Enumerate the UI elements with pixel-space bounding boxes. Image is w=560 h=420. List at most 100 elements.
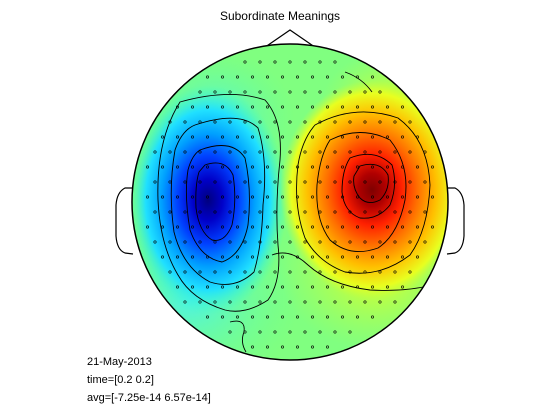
- electrode-marker: [348, 300, 352, 304]
- electrode-marker: [333, 180, 337, 184]
- electrode-marker: [228, 150, 232, 154]
- electrode-marker: [191, 285, 195, 289]
- electrode-marker: [355, 75, 359, 79]
- electrode-marker: [370, 285, 374, 289]
- electrode-marker: [430, 165, 434, 169]
- electrode-marker: [415, 165, 419, 169]
- electrode-marker: [408, 180, 412, 184]
- electrode-marker: [303, 330, 307, 334]
- electrode-marker: [385, 285, 389, 289]
- electrode-marker: [265, 225, 269, 229]
- electrode-marker: [325, 345, 329, 349]
- electrode-marker: [423, 210, 427, 214]
- electrode-marker: [280, 255, 284, 259]
- electrode-marker: [288, 300, 292, 304]
- electrode-marker: [206, 75, 210, 79]
- electrode-marker: [273, 150, 277, 154]
- electrode-marker: [280, 195, 284, 199]
- electrode-marker: [146, 225, 150, 229]
- electrode-marker: [221, 165, 225, 169]
- electrode-marker: [288, 270, 292, 274]
- electrode-marker: [251, 75, 255, 79]
- electrode-marker: [206, 315, 210, 319]
- electrode-marker: [348, 180, 352, 184]
- electrode-marker: [273, 270, 277, 274]
- electrode-marker: [258, 90, 262, 94]
- electrode-marker: [251, 135, 255, 139]
- electrode-marker: [310, 315, 314, 319]
- electrode-marker: [191, 255, 195, 259]
- electrode-marker: [265, 285, 269, 289]
- electrode-marker: [325, 105, 329, 109]
- electrode-marker: [400, 105, 404, 109]
- electrode-marker: [228, 300, 232, 304]
- electrode-marker: [333, 150, 337, 154]
- electrode-marker: [400, 135, 404, 139]
- electrode-marker: [303, 180, 307, 184]
- electrode-marker: [153, 180, 157, 184]
- electrode-marker: [325, 75, 329, 79]
- electrode-marker: [295, 315, 299, 319]
- electrode-marker: [303, 150, 307, 154]
- nose-outline: [257, 29, 323, 53]
- electrode-marker: [243, 90, 247, 94]
- electrode-marker: [161, 195, 165, 199]
- electrode-marker: [355, 225, 359, 229]
- electrode-marker: [206, 135, 210, 139]
- electrode-marker: [378, 90, 382, 94]
- electrode-marker: [318, 60, 322, 64]
- electrode-marker: [168, 180, 172, 184]
- electrode-marker: [183, 270, 187, 274]
- electrode-marker: [273, 90, 277, 94]
- electrode-marker: [198, 120, 202, 124]
- electrode-marker: [340, 225, 344, 229]
- electrode-marker: [198, 270, 202, 274]
- electrode-marker: [295, 255, 299, 259]
- electrode-marker: [370, 255, 374, 259]
- electrode-marker: [273, 210, 277, 214]
- electrode-marker: [310, 225, 314, 229]
- electrode-marker: [265, 345, 269, 349]
- electrode-marker: [370, 195, 374, 199]
- electrode-marker: [310, 135, 314, 139]
- electrode-marker: [221, 285, 225, 289]
- electrode-marker: [333, 300, 337, 304]
- electrode-marker: [340, 285, 344, 289]
- electrode-marker: [303, 60, 307, 64]
- electrode-marker: [206, 285, 210, 289]
- electrode-marker: [198, 150, 202, 154]
- electrode-marker: [258, 240, 262, 244]
- electrode-marker: [393, 240, 397, 244]
- electrode-marker: [161, 225, 165, 229]
- electrode-marker: [168, 240, 172, 244]
- electrode-marker: [243, 240, 247, 244]
- electrode-marker: [280, 105, 284, 109]
- electrode-marker: [295, 345, 299, 349]
- electrode-marker: [430, 225, 434, 229]
- electrode-marker: [355, 285, 359, 289]
- electrode-marker: [408, 270, 412, 274]
- electrode-marker: [363, 210, 367, 214]
- electrode-marker: [415, 135, 419, 139]
- electrode-marker: [236, 75, 240, 79]
- electrode-marker: [251, 225, 255, 229]
- electrode-marker: [228, 270, 232, 274]
- head-outline: [131, 43, 449, 361]
- electrode-marker: [221, 225, 225, 229]
- electrode-marker: [265, 255, 269, 259]
- electrode-marker: [146, 195, 150, 199]
- electrode-marker: [258, 330, 262, 334]
- electrode-marker: [198, 210, 202, 214]
- electrode-marker: [340, 255, 344, 259]
- electrode-marker: [393, 210, 397, 214]
- electrode-marker: [198, 240, 202, 244]
- electrode-marker: [333, 270, 337, 274]
- electrode-marker: [146, 165, 150, 169]
- electrode-marker: [228, 120, 232, 124]
- electrode-marker: [348, 240, 352, 244]
- electrode-marker: [258, 300, 262, 304]
- electrode-marker: [176, 285, 180, 289]
- electrode-marker: [385, 135, 389, 139]
- electrode-marker: [340, 135, 344, 139]
